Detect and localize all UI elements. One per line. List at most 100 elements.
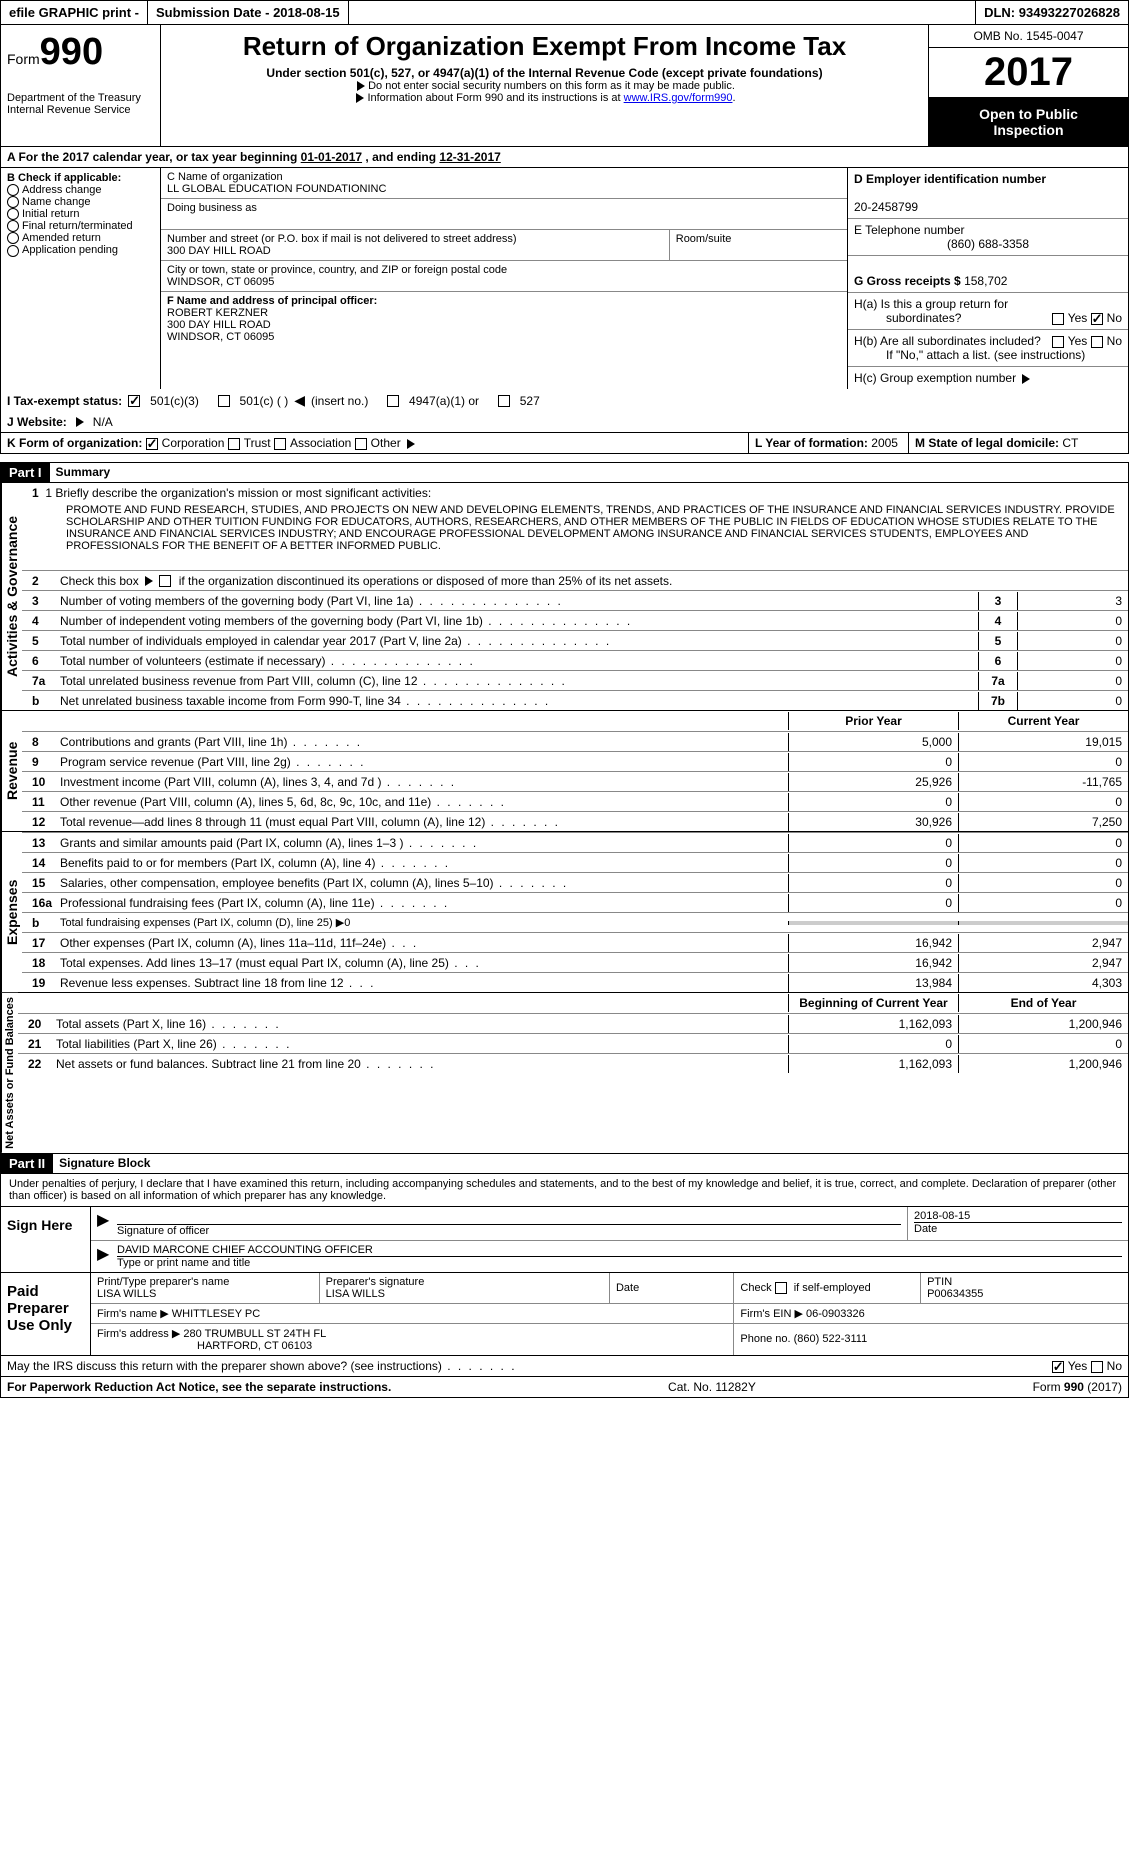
line-11: 11 Other revenue (Part VIII, column (A),… [22,791,1128,811]
line-19: 19 Revenue less expenses. Subtract line … [22,972,1128,992]
form-title: Return of Organization Exempt From Incom… [171,31,918,62]
form-ref: Form 990 (2017) [1033,1380,1122,1394]
arrow-icon: ▶ [91,1207,111,1240]
mission-text: PROMOTE AND FUND RESEARCH, STUDIES, AND … [22,500,1128,570]
perjury-text: Under penalties of perjury, I declare th… [1,1174,1128,1207]
firm-ein-cell: Firm's EIN ▶ 06-0903326 [734,1303,1128,1323]
tax-year: 2017 [929,48,1128,98]
arrow-icon [145,576,153,586]
irs-link[interactable]: www.IRS.gov/form990 [624,92,733,104]
line-4: 4 Number of independent voting members o… [22,610,1128,630]
part2-badge: Part II [1,1154,53,1173]
tel-cell: E Telephone number (860) 688-3358 [848,219,1128,256]
line2: 2 Check this box if the organization dis… [22,570,1128,590]
form-header: Form990 Department of the Treasury Inter… [0,25,1129,147]
column-b: B Check if applicable: Address change Na… [1,168,161,389]
vlabel-ag: Activities & Governance [1,483,22,710]
part2-header: Part II Signature Block [0,1154,1129,1174]
cb-amended-return[interactable]: Amended return [7,232,154,244]
header-left: Form990 Department of the Treasury Inter… [1,25,161,146]
open-to-public: Open to Public Inspection [929,98,1128,146]
signature-block: Under penalties of perjury, I declare th… [0,1174,1129,1356]
line-16a: 16a Professional fundraising fees (Part … [22,892,1128,912]
cb-trust[interactable] [228,438,240,450]
room-suite: Room/suite [670,230,847,260]
rev-col-hdr: Prior Year Current Year [22,711,1128,731]
cb-final-return[interactable]: Final return/terminated [7,220,154,232]
discuss-no[interactable] [1091,1361,1103,1373]
ha-yes[interactable] [1052,313,1064,325]
column-d: D Employer identification number 20-2458… [848,168,1128,389]
line-7a: 7a Total unrelated business revenue from… [22,670,1128,690]
omb-number: OMB No. 1545-0047 [929,25,1128,48]
cb-4947[interactable] [387,395,399,407]
line-5: 5 Total number of individuals employed i… [22,630,1128,650]
hb-cell: H(b) Are all subordinates included? Yes … [848,330,1128,367]
firm-name-cell: Firm's name ▶ WHITTLESEY PC [91,1303,734,1323]
line-m: M State of legal domicile: CT [908,433,1128,453]
efile-label: efile GRAPHIC print - [1,1,148,24]
arrow-icon: ▶ [91,1241,111,1272]
part1-header: Part I Summary [0,462,1129,483]
p1-net-assets: Net Assets or Fund Balances Beginning of… [0,993,1129,1154]
line-14: 14 Benefits paid to or for members (Part… [22,852,1128,872]
line-17: 17 Other expenses (Part IX, column (A), … [22,932,1128,952]
form-note2: Information about Form 990 and its instr… [171,92,918,104]
sig-officer-field: Signature of officer [111,1207,908,1240]
line-6: 6 Total number of volunteers (estimate i… [22,650,1128,670]
cb-address-change[interactable]: Address change [7,184,154,196]
discuss-yes[interactable] [1052,1361,1064,1373]
hc-cell: H(c) Group exemption number [848,367,1128,389]
p1-activities-governance: Activities & Governance 1 1 Briefly desc… [0,483,1129,711]
dept-irs: Internal Revenue Service [7,104,154,116]
cb-other[interactable] [355,438,367,450]
dln: DLN: 93493227026828 [976,1,1128,24]
top-spacer [349,1,977,24]
discuss-row: May the IRS discuss this return with the… [0,1356,1129,1377]
officer-name-field: DAVID MARCONE CHIEF ACCOUNTING OFFICER T… [111,1241,1128,1272]
cb-527[interactable] [498,395,510,407]
line-10: 10 Investment income (Part VIII, column … [22,771,1128,791]
cb-self-employed[interactable] [775,1282,787,1294]
part2-title: Signature Block [53,1154,1128,1173]
line-j: J Website: N/A [0,412,1129,433]
vlabel-exp: Expenses [1,832,22,992]
vlabel-net: Net Assets or Fund Balances [1,993,18,1153]
cb-discontinued[interactable] [159,575,171,587]
cb-corp[interactable] [146,438,158,450]
street-cell: Number and street (or P.O. box if mail i… [161,230,847,261]
cb-assoc[interactable] [274,438,286,450]
line-3: 3 Number of voting members of the govern… [22,590,1128,610]
vlabel-rev: Revenue [1,711,22,831]
cb-name-change[interactable]: Name change [7,196,154,208]
line-8: 8 Contributions and grants (Part VIII, l… [22,731,1128,751]
column-c: C Name of organization LL GLOBAL EDUCATI… [161,168,848,389]
hb-yes[interactable] [1052,336,1064,348]
prep-date-cell: Date [609,1273,733,1304]
form-note1: Do not enter social security numbers on … [171,80,918,92]
ha-cell: H(a) Is this a group return for subordin… [848,293,1128,330]
sign-here-grid: Sign Here ▶ Signature of officer 2018-08… [1,1207,1128,1272]
city-cell: City or town, state or province, country… [161,261,847,292]
hb-no[interactable] [1091,336,1103,348]
line1-label: 1 1 Briefly describe the organization's … [22,483,1128,500]
gross-cell: G Gross receipts $ 158,702 [848,256,1128,293]
line-k: K Form of organization: Corporation Trus… [1,433,748,453]
cb-application-pending[interactable]: Application pending [7,244,154,256]
p1-revenue: Revenue Prior Year Current Year 8 Contri… [0,711,1129,832]
line-16b: b Total fundraising expenses (Part IX, c… [22,912,1128,932]
prep-name-cell: Print/Type preparer's name LISA WILLS [91,1273,319,1304]
ha-no[interactable] [1091,313,1103,325]
line-15: 15 Salaries, other compensation, employe… [22,872,1128,892]
line-13: 13 Grants and similar amounts paid (Part… [22,832,1128,852]
sign-here-label: Sign Here [1,1207,91,1272]
prep-sig-cell: Preparer's signature LISA WILLS [319,1273,609,1304]
cb-initial-return[interactable]: Initial return [7,208,154,220]
ein-cell: D Employer identification number 20-2458… [848,168,1128,219]
cb-501c3[interactable] [128,395,140,407]
firm-addr-cell: Firm's address ▶ 280 TRUMBULL ST 24TH FL… [91,1323,734,1355]
net-col-hdr: Beginning of Current Year End of Year [18,993,1128,1013]
cb-501c[interactable] [218,395,230,407]
form-subtitle: Under section 501(c), 527, or 4947(a)(1)… [171,66,918,80]
top-bar: efile GRAPHIC print - Submission Date - … [0,0,1129,25]
